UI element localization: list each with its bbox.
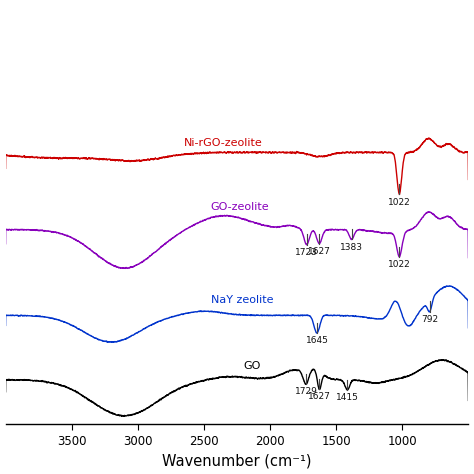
Text: 1022: 1022 xyxy=(388,260,411,269)
Text: GO-zeolite: GO-zeolite xyxy=(210,202,269,212)
Text: 1627: 1627 xyxy=(308,247,331,256)
Text: 1627: 1627 xyxy=(308,392,331,401)
Text: 1723: 1723 xyxy=(295,248,318,257)
Text: NaY zeolite: NaY zeolite xyxy=(210,295,273,305)
Text: 1022: 1022 xyxy=(388,198,411,207)
Text: 1645: 1645 xyxy=(306,336,328,345)
Text: 1729: 1729 xyxy=(294,387,317,396)
Text: GO: GO xyxy=(244,361,261,371)
Text: 1383: 1383 xyxy=(340,243,363,252)
Text: Ni-rGO-zeolite: Ni-rGO-zeolite xyxy=(184,138,263,148)
Text: 1415: 1415 xyxy=(336,393,359,402)
X-axis label: Wavenumber (cm⁻¹): Wavenumber (cm⁻¹) xyxy=(162,454,312,468)
Text: 792: 792 xyxy=(421,315,438,324)
